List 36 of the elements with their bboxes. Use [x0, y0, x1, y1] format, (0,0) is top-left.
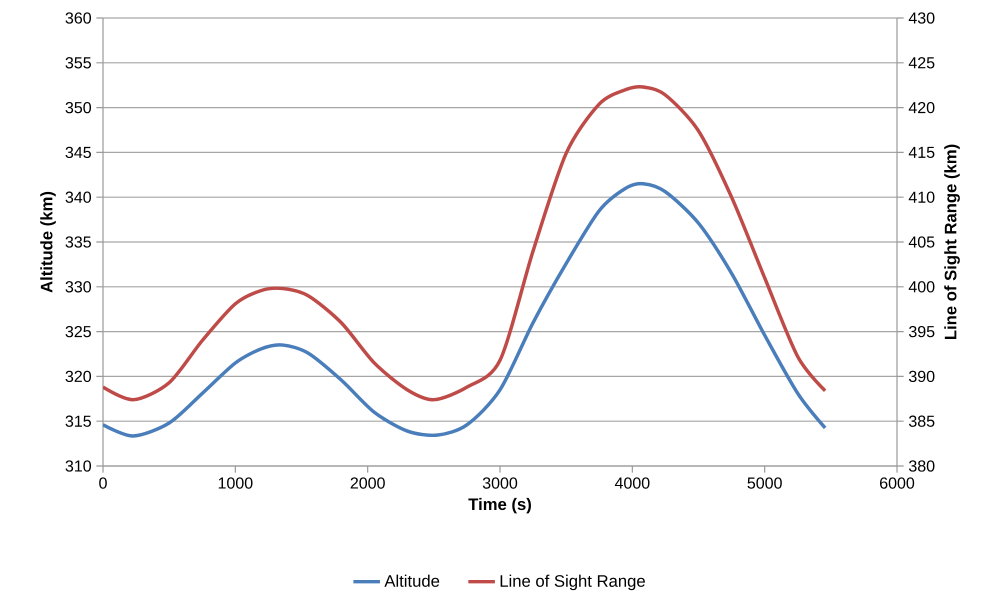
y2-tick-label: 395	[908, 326, 934, 338]
y2-tick-label: 390	[908, 370, 934, 382]
y2-tick-label: 420	[908, 102, 934, 114]
y-tick-label: 315	[66, 416, 91, 427]
line-series	[103, 85, 827, 402]
y-tick-label: 350	[66, 102, 92, 114]
x-tick-label: 2000	[350, 477, 385, 489]
y-tick-label: 355	[66, 57, 91, 68]
y-tick-label: 325	[66, 326, 91, 338]
x-tick-label: 5000	[748, 477, 782, 489]
y-tick-label: 345	[66, 146, 91, 158]
x-tick-label: 0	[99, 477, 107, 489]
y-tick-label: 320	[66, 370, 92, 382]
x-axis-title: Time (s)	[468, 498, 531, 514]
y-tick-label: 340	[66, 192, 92, 203]
y-axis-title: Altitude (km)	[40, 192, 56, 293]
y-tick-label: 330	[66, 281, 92, 292]
y2-tick-label: 400	[908, 281, 934, 292]
y2-tick-label: 385	[908, 416, 934, 427]
legend-label: Line of Sight Range	[500, 574, 645, 590]
x-tick-label: 6000	[880, 477, 914, 489]
y2-axis-title: Line of Sight Range (km)	[944, 144, 960, 340]
x-tick-label: 4000	[614, 477, 650, 489]
y-tick-label: 335	[66, 236, 91, 248]
legend-label: Altitude	[384, 574, 440, 587]
x-tick-label: 3000	[482, 477, 518, 489]
y2-tick-label: 410	[908, 192, 934, 203]
y2-tick-label: 405	[908, 236, 934, 248]
y2-tick-label: 415	[908, 146, 934, 158]
y2-tick-label: 380	[908, 460, 934, 472]
y-tick-label: 310	[66, 460, 92, 472]
y-tick-label: 360	[66, 12, 92, 24]
y2-tick-label: 430	[908, 12, 934, 24]
y2-tick-label: 425	[908, 57, 934, 68]
line-series	[103, 182, 827, 438]
x-tick-label: 1000	[218, 477, 253, 489]
